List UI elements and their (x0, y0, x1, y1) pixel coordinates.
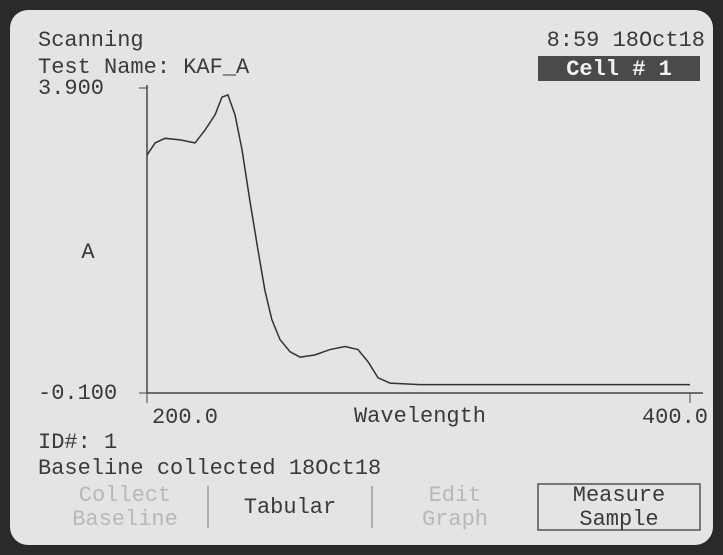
button-label[interactable]: Sample (579, 507, 658, 532)
y-tick-label: 3.900 (38, 76, 104, 101)
clock: 8:59 18Oct18 (547, 28, 705, 53)
baseline-status: Baseline collected 18Oct18 (38, 456, 381, 481)
y-tick-label: -0.100 (38, 381, 117, 406)
id: ID#: 1 (38, 430, 117, 455)
button-label[interactable]: Measure (573, 483, 665, 508)
x-tick-label: 400.0 (642, 405, 708, 430)
x-axis-label: Wavelength (354, 404, 486, 429)
test-name: Test Name: KAF_A (38, 55, 250, 80)
x-tick-label: 200.0 (152, 405, 218, 430)
button-frame (537, 483, 701, 531)
y-axis-label: A (81, 240, 95, 265)
display (10, 10, 713, 545)
status: Scanning (38, 28, 144, 53)
cell: Cell # 1 (566, 57, 672, 82)
button-label[interactable]: Collect (79, 483, 171, 508)
spectrum-line (146, 93, 690, 386)
button-label[interactable]: Baseline (72, 507, 178, 532)
button-label[interactable]: Edit (429, 483, 482, 508)
button-label[interactable]: Graph (422, 507, 488, 532)
cell-box (538, 56, 700, 81)
button-label[interactable]: Tabular (244, 495, 336, 520)
